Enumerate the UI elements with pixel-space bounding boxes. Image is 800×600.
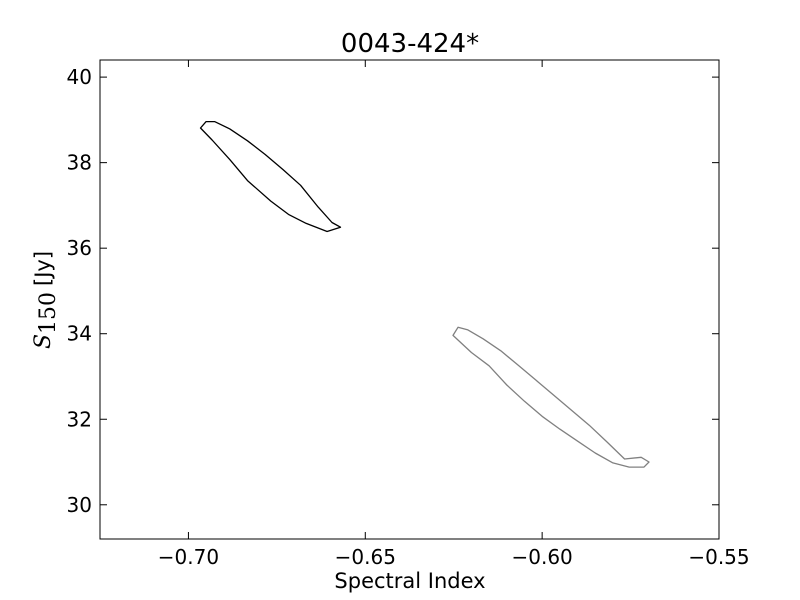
y-axis-label-unit: [Jy] xyxy=(31,251,55,286)
contour-series-1 xyxy=(199,120,342,233)
y-axis-ticks: 30 32 34 36 38 40 xyxy=(67,65,719,517)
contour-series-2 xyxy=(452,326,650,468)
x-tick-label: −0.55 xyxy=(688,545,749,569)
x-tick-label: −0.70 xyxy=(158,545,219,569)
x-tick-label: −0.65 xyxy=(335,545,396,569)
y-tick-label: 32 xyxy=(67,407,92,431)
x-tick-label: −0.60 xyxy=(511,545,572,569)
y-axis-label-symbol: S xyxy=(31,334,56,349)
y-tick-label: 36 xyxy=(67,236,92,260)
y-tick-label: 34 xyxy=(67,322,92,346)
plot-area xyxy=(99,59,720,540)
y-axis-label-subscript: 150 xyxy=(36,292,61,334)
x-axis-ticks: −0.70 −0.65 −0.60 −0.55 xyxy=(158,60,750,569)
svg-text:S150[Jy]: S150 [Jy] xyxy=(31,251,61,349)
contour-series-group xyxy=(199,120,650,468)
y-tick-label: 30 xyxy=(67,493,92,517)
chart-title: 0043-424* xyxy=(341,29,479,59)
y-tick-label: 38 xyxy=(67,151,92,175)
x-axis-label: Spectral Index xyxy=(334,569,485,593)
y-tick-label: 40 xyxy=(67,65,92,89)
y-axis-label: S150 [Jy] xyxy=(31,251,61,349)
